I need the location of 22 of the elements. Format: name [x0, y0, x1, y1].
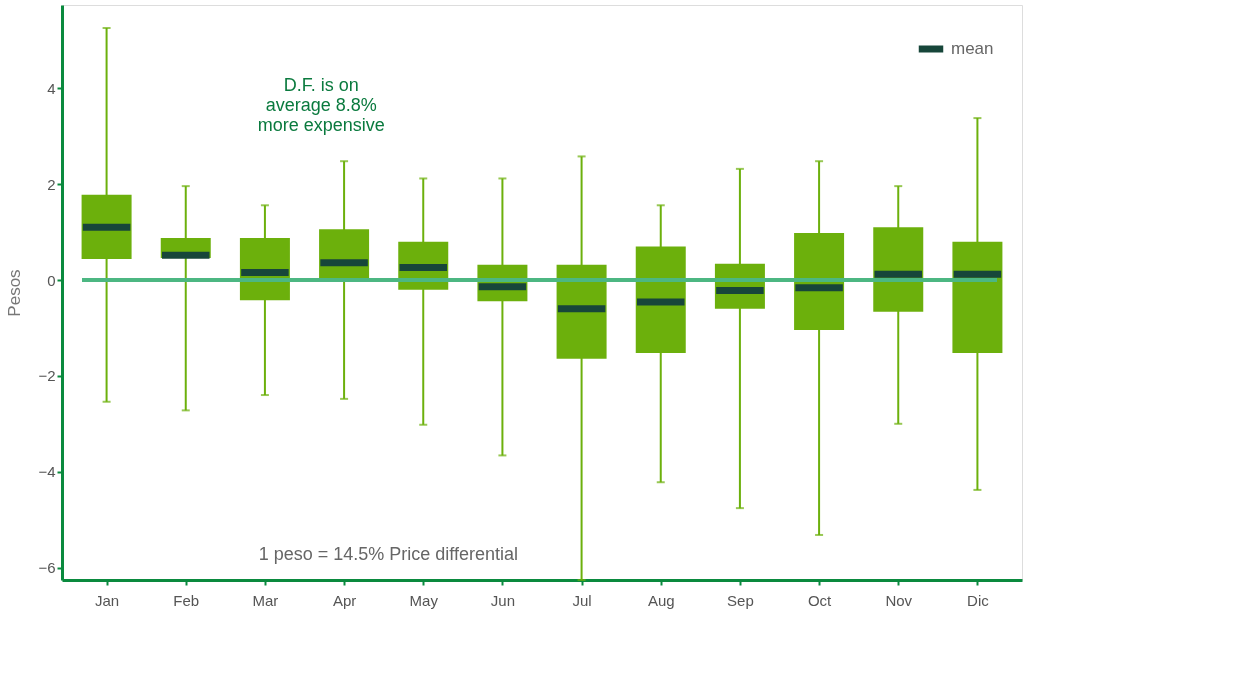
x-tick-label: Feb: [173, 591, 200, 609]
x-tick-label: Jul: [572, 591, 592, 609]
x-tick-label: Jun: [490, 591, 516, 609]
y-tick-label: −2: [38, 367, 56, 385]
y-tick-label: 4: [47, 79, 56, 97]
x-tick-label: Dic: [967, 591, 990, 609]
annotation: 1 peso = 14.5% Price differential: [258, 544, 519, 564]
legend-title: mean: [951, 39, 994, 58]
x-tick-label: Aug: [647, 591, 675, 609]
x-tick-label: Oct: [807, 591, 833, 609]
x-tick-label: Nov: [885, 591, 913, 609]
x-tick-label: May: [409, 591, 439, 609]
annotation: D.F. is on average 8.8% more expensive: [257, 74, 385, 135]
x-tick-label: Sep: [727, 591, 754, 609]
x-tick-label: Jan: [94, 591, 120, 609]
y-tick-label: 2: [47, 175, 56, 193]
y-tick-label: −4: [38, 463, 56, 481]
y-tick-label: −6: [38, 559, 56, 577]
y-tick-label: 0: [47, 271, 56, 289]
x-tick-label: Apr: [332, 591, 357, 609]
y-axis-title: Pesos: [5, 269, 25, 317]
x-tick-label: Mar: [252, 591, 279, 609]
